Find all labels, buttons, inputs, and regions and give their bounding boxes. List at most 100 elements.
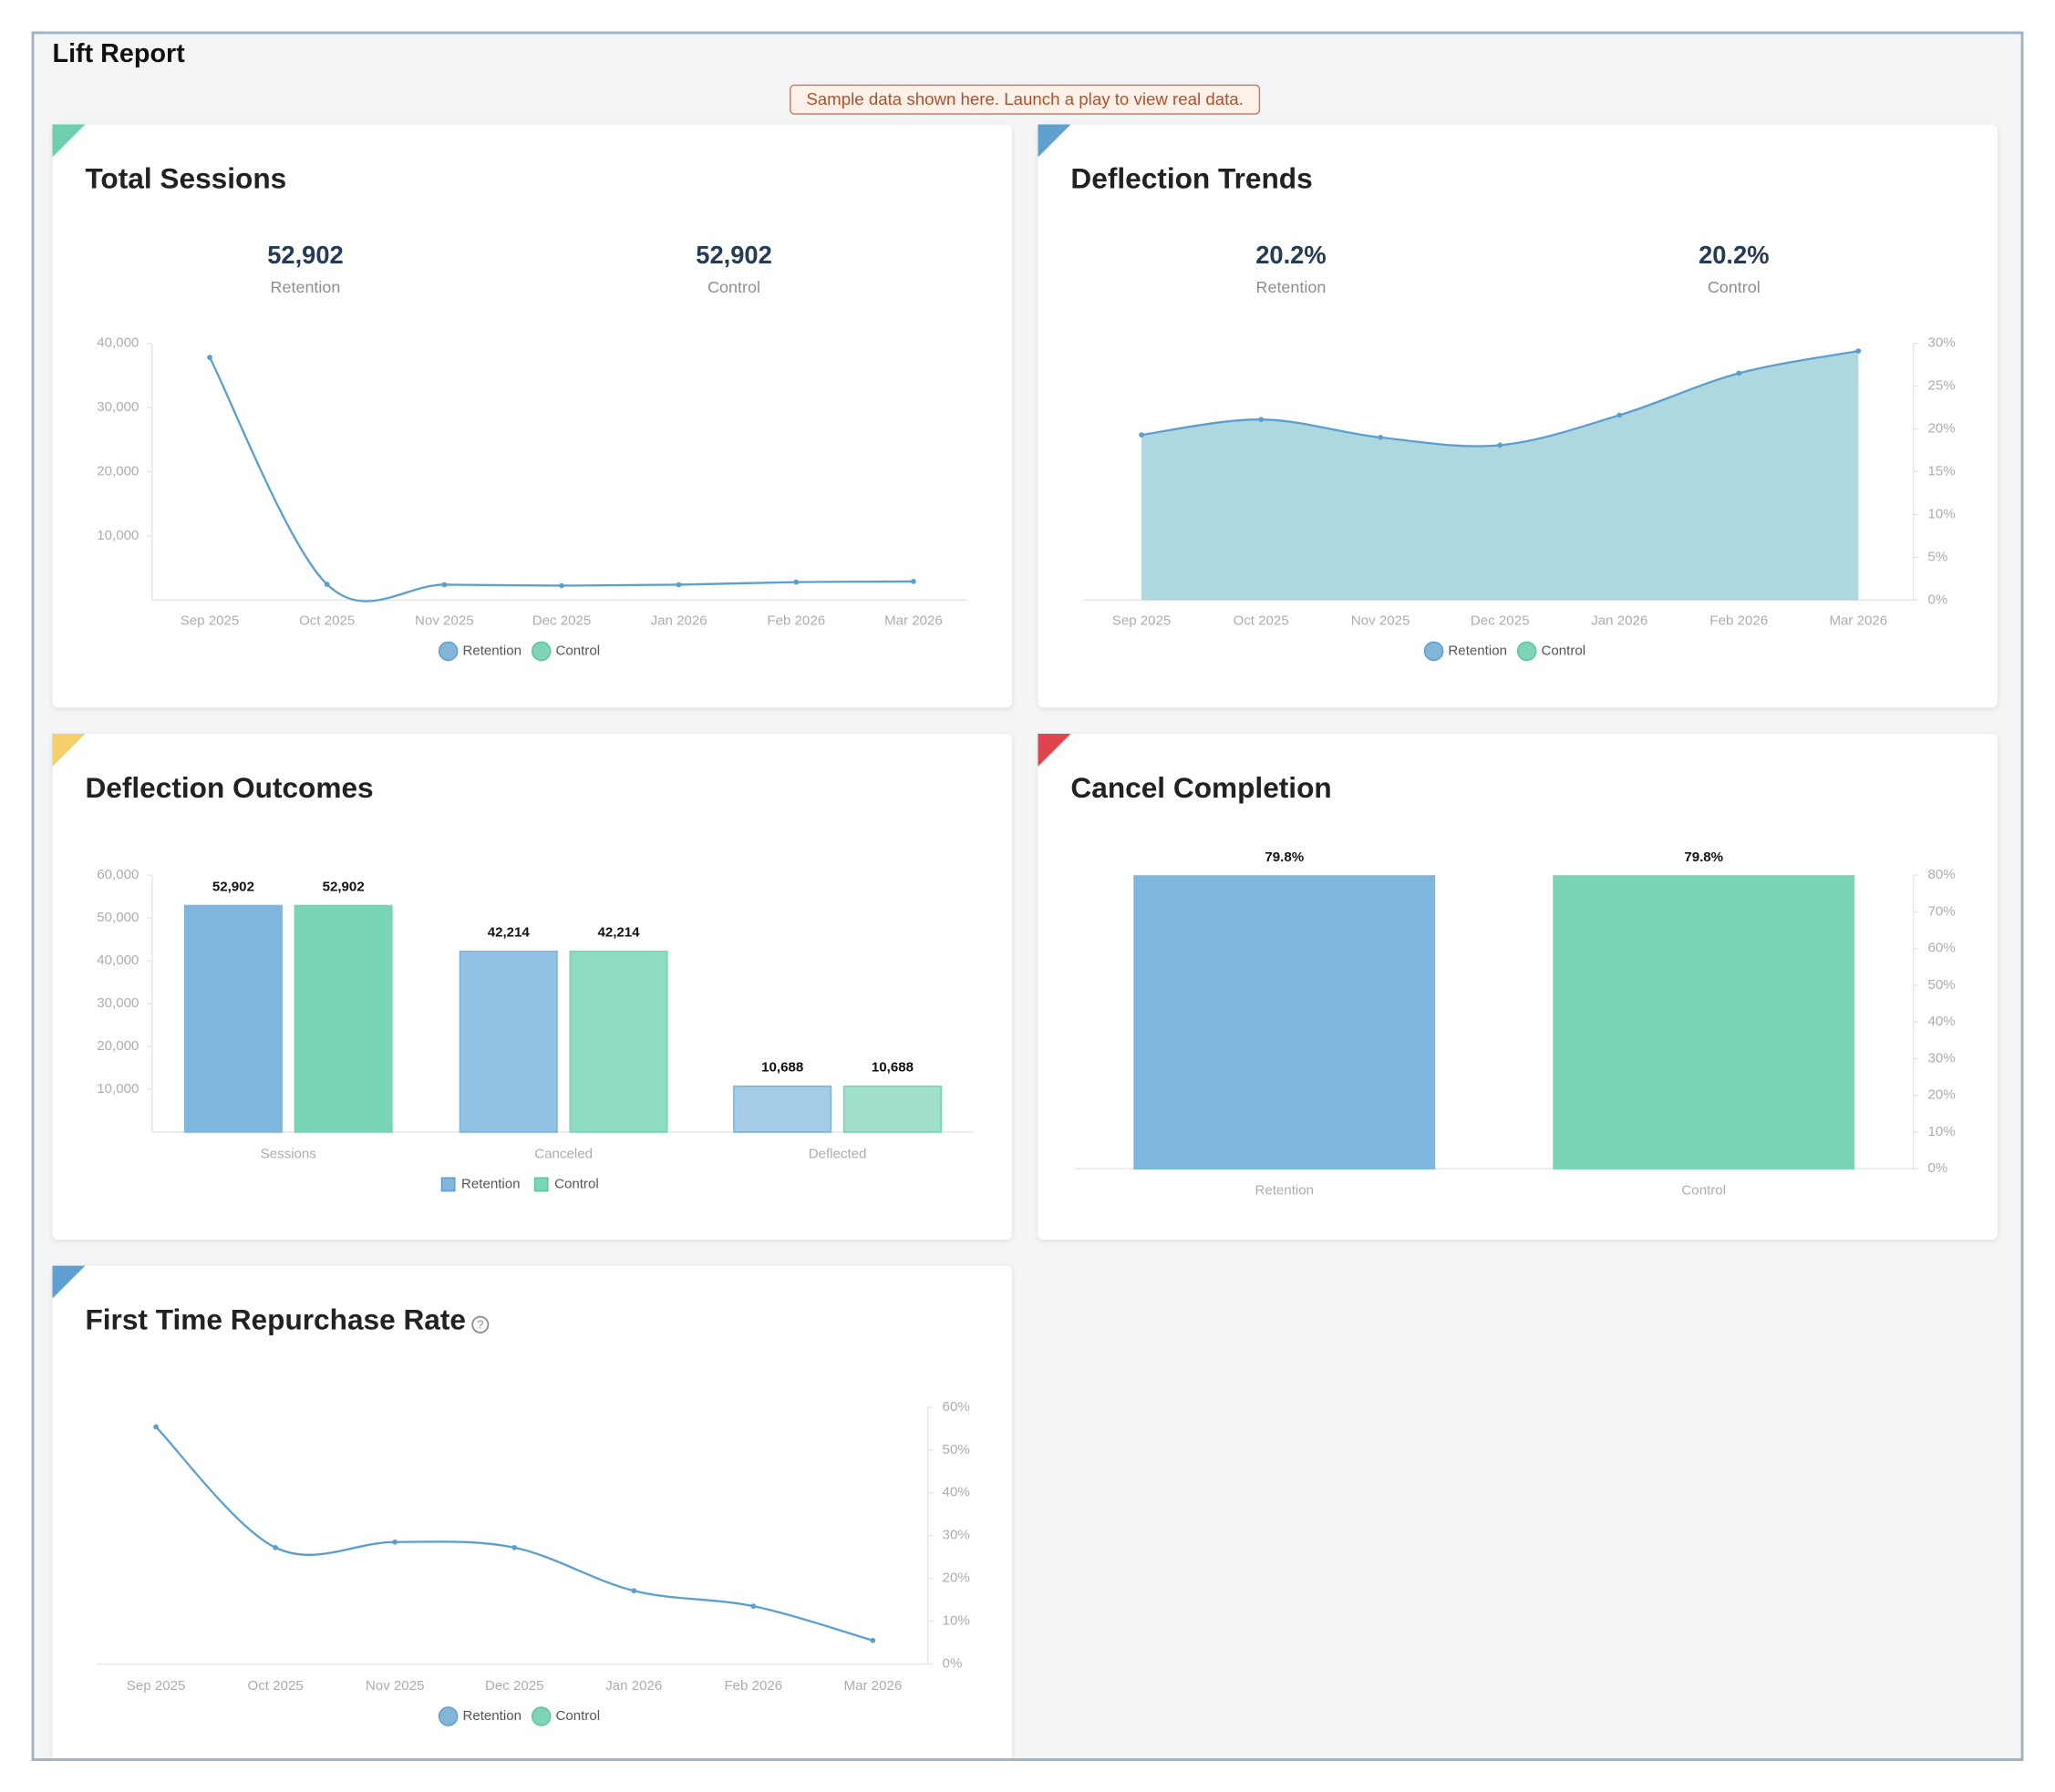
point: [1736, 370, 1742, 376]
x-tick-label: Retention: [1255, 1183, 1314, 1199]
legend-marker: [438, 1706, 459, 1726]
legend-label: Retention: [1448, 643, 1507, 658]
x-tick-label: Nov 2025: [1351, 613, 1410, 628]
y-tick-label: 10,000: [97, 528, 139, 543]
legend-marker: [438, 641, 459, 662]
y-tick-label: 10%: [1928, 506, 1956, 521]
cards: Total Sessions 52,902 Retention 52,902 Contr…: [52, 124, 1998, 1759]
legend-marker: [531, 1706, 552, 1726]
x-tick-label: Mar 2026: [884, 613, 943, 628]
bar: [459, 950, 558, 1133]
point: [207, 355, 212, 360]
point: [324, 582, 330, 587]
point: [911, 579, 916, 584]
area: [1141, 351, 1859, 601]
x-tick-label: Feb 2026: [724, 1678, 782, 1694]
value-label: 79.8%: [1265, 850, 1304, 865]
notice: Sample data shown here. Launch a play to…: [806, 89, 1244, 108]
bar: [569, 950, 668, 1133]
kpi-value: 52,902: [696, 241, 772, 269]
value-label: 79.8%: [1684, 850, 1723, 865]
value-label: 10,688: [761, 1060, 803, 1076]
y-tick-label: 30,000: [97, 399, 139, 415]
x-tick-label: Nov 2025: [366, 1678, 425, 1694]
point: [153, 1424, 159, 1430]
y-tick-label: 10%: [943, 1613, 970, 1629]
notice-box: [790, 84, 1261, 115]
legend-marker: [531, 641, 552, 662]
legend-label: Retention: [462, 1708, 521, 1724]
value-label: 42,214: [597, 925, 640, 941]
x-tick-label: Jan 2026: [1591, 613, 1647, 628]
help-icon: [471, 1315, 490, 1334]
point: [1258, 417, 1264, 423]
page-title: Lift Report: [53, 39, 186, 68]
y-tick-label: 5%: [1928, 549, 1948, 564]
value-label: 52,902: [323, 879, 365, 894]
x-tick-label: Mar 2026: [1829, 613, 1887, 628]
x-tick-label: Feb 2026: [1709, 613, 1768, 628]
card-title: Deflection Trends: [1070, 162, 1312, 195]
y-tick-label: 50%: [1928, 977, 1956, 993]
point: [1378, 435, 1384, 440]
x-tick-label: Control: [1681, 1183, 1726, 1199]
bar: [842, 1085, 942, 1133]
legend-label: Control: [556, 1708, 601, 1724]
point: [1497, 442, 1503, 448]
kpi-label: Retention: [1255, 278, 1326, 296]
card: [52, 1265, 1012, 1759]
point: [1139, 432, 1144, 438]
bar: [183, 904, 283, 1133]
card-title: Cancel Completion: [1070, 771, 1331, 804]
help-icon-glyph: ?: [477, 1317, 483, 1331]
legend-label: Retention: [462, 643, 521, 658]
y-tick-label: 50,000: [97, 910, 139, 925]
x-tick-label: Dec 2025: [485, 1678, 544, 1694]
y-tick-label: 20,000: [97, 463, 139, 479]
x-tick-label: Oct 2025: [248, 1678, 304, 1694]
y-tick-label: 30,000: [97, 995, 139, 1011]
y-tick-label: 20%: [1928, 1087, 1956, 1103]
bar: [733, 1085, 832, 1133]
y-tick-label: 30%: [1928, 335, 1956, 351]
kpi-label: Control: [707, 278, 760, 296]
kpi-value: 20.2%: [1255, 241, 1326, 269]
y-tick-label: 60%: [1928, 941, 1956, 956]
x-tick-label: Feb 2026: [767, 613, 825, 628]
y-tick-label: 25%: [1928, 378, 1956, 394]
y-tick-label: 50%: [943, 1442, 970, 1457]
x-tick-label: Mar 2026: [844, 1678, 903, 1694]
point: [793, 579, 800, 585]
bar: [1133, 875, 1436, 1170]
x-tick-label: Sessions: [261, 1146, 316, 1161]
x-tick-label: Sep 2025: [181, 613, 240, 628]
x-tick-label: Canceled: [534, 1146, 593, 1161]
x-tick-label: Dec 2025: [1471, 613, 1530, 628]
card-title: Deflection Outcomes: [85, 771, 373, 804]
y-tick-label: 60,000: [97, 867, 139, 882]
kpi-label: Retention: [271, 278, 341, 296]
point: [273, 1544, 279, 1550]
kpi-value: 20.2%: [1699, 241, 1769, 269]
y-tick-label: 40,000: [97, 335, 139, 351]
y-tick-label: 10,000: [97, 1081, 139, 1097]
point: [1616, 412, 1623, 418]
point: [750, 1603, 757, 1610]
x-tick-label: Oct 2025: [1234, 613, 1289, 628]
x-tick-label: Sep 2025: [127, 1678, 186, 1694]
point: [676, 582, 682, 588]
point: [511, 1544, 518, 1550]
legend-marker: [1516, 641, 1537, 662]
card-title: Total Sessions: [85, 162, 286, 195]
legend-marker: [1423, 641, 1444, 662]
kpi-value: 52,902: [267, 241, 344, 269]
y-tick-label: 15%: [1928, 463, 1956, 479]
y-tick-label: 0%: [1928, 592, 1948, 607]
y-tick-label: 80%: [1928, 867, 1956, 882]
value-label: 52,902: [212, 879, 254, 894]
legend-label: Control: [556, 643, 601, 658]
y-tick-label: 20%: [1928, 421, 1956, 437]
bar: [1553, 875, 1855, 1170]
